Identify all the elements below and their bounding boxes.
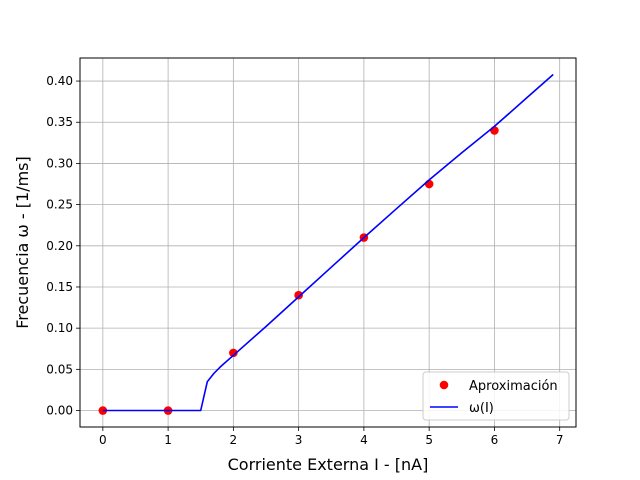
plot-series xyxy=(98,73,554,415)
x-tick-label: 2 xyxy=(230,433,238,447)
legend-box xyxy=(422,371,570,421)
x-tick-label: 3 xyxy=(295,433,303,447)
y-tick-label: 0.10 xyxy=(46,321,73,335)
y-tick-label: 0.05 xyxy=(46,362,73,376)
x-axis-label: Corriente Externa I - [nA] xyxy=(228,455,429,474)
series-line xyxy=(102,73,554,412)
y-tick-label: 0.00 xyxy=(46,404,73,418)
x-tick-label: 7 xyxy=(556,433,564,447)
legend-marker-swatch xyxy=(439,380,449,390)
y-tick-label: 0.30 xyxy=(46,156,73,170)
y-tick-label: 0.25 xyxy=(46,198,73,212)
legend-label: ω(I) xyxy=(469,401,494,416)
data-point xyxy=(490,126,499,135)
x-tick-label: 6 xyxy=(491,433,499,447)
y-tick-label: 0.15 xyxy=(46,280,73,294)
x-tick-label: 5 xyxy=(425,433,433,447)
y-tick-label: 0.20 xyxy=(46,239,73,253)
plot-frame xyxy=(79,57,577,428)
x-tick-label: 0 xyxy=(99,433,107,447)
x-tick-label: 1 xyxy=(164,433,172,447)
legend-label: Aproximación xyxy=(469,379,558,394)
y-tick-label: 0.40 xyxy=(46,74,73,88)
y-axis-label: Frecuencia ω - [1/ms] xyxy=(13,156,32,328)
legend: Aproximación ω(I) xyxy=(422,371,570,421)
y-tick-label: 0.35 xyxy=(46,115,73,129)
data-point xyxy=(424,179,434,189)
data-point xyxy=(294,290,303,300)
axis-ticks: 0 1 2 3 4 5 6 7 0.00 0.05 0.10 0.15 0.20 0.25 0.30 0.35… xyxy=(46,74,563,447)
data-point xyxy=(229,348,238,358)
x-tick-label: 4 xyxy=(360,433,368,447)
